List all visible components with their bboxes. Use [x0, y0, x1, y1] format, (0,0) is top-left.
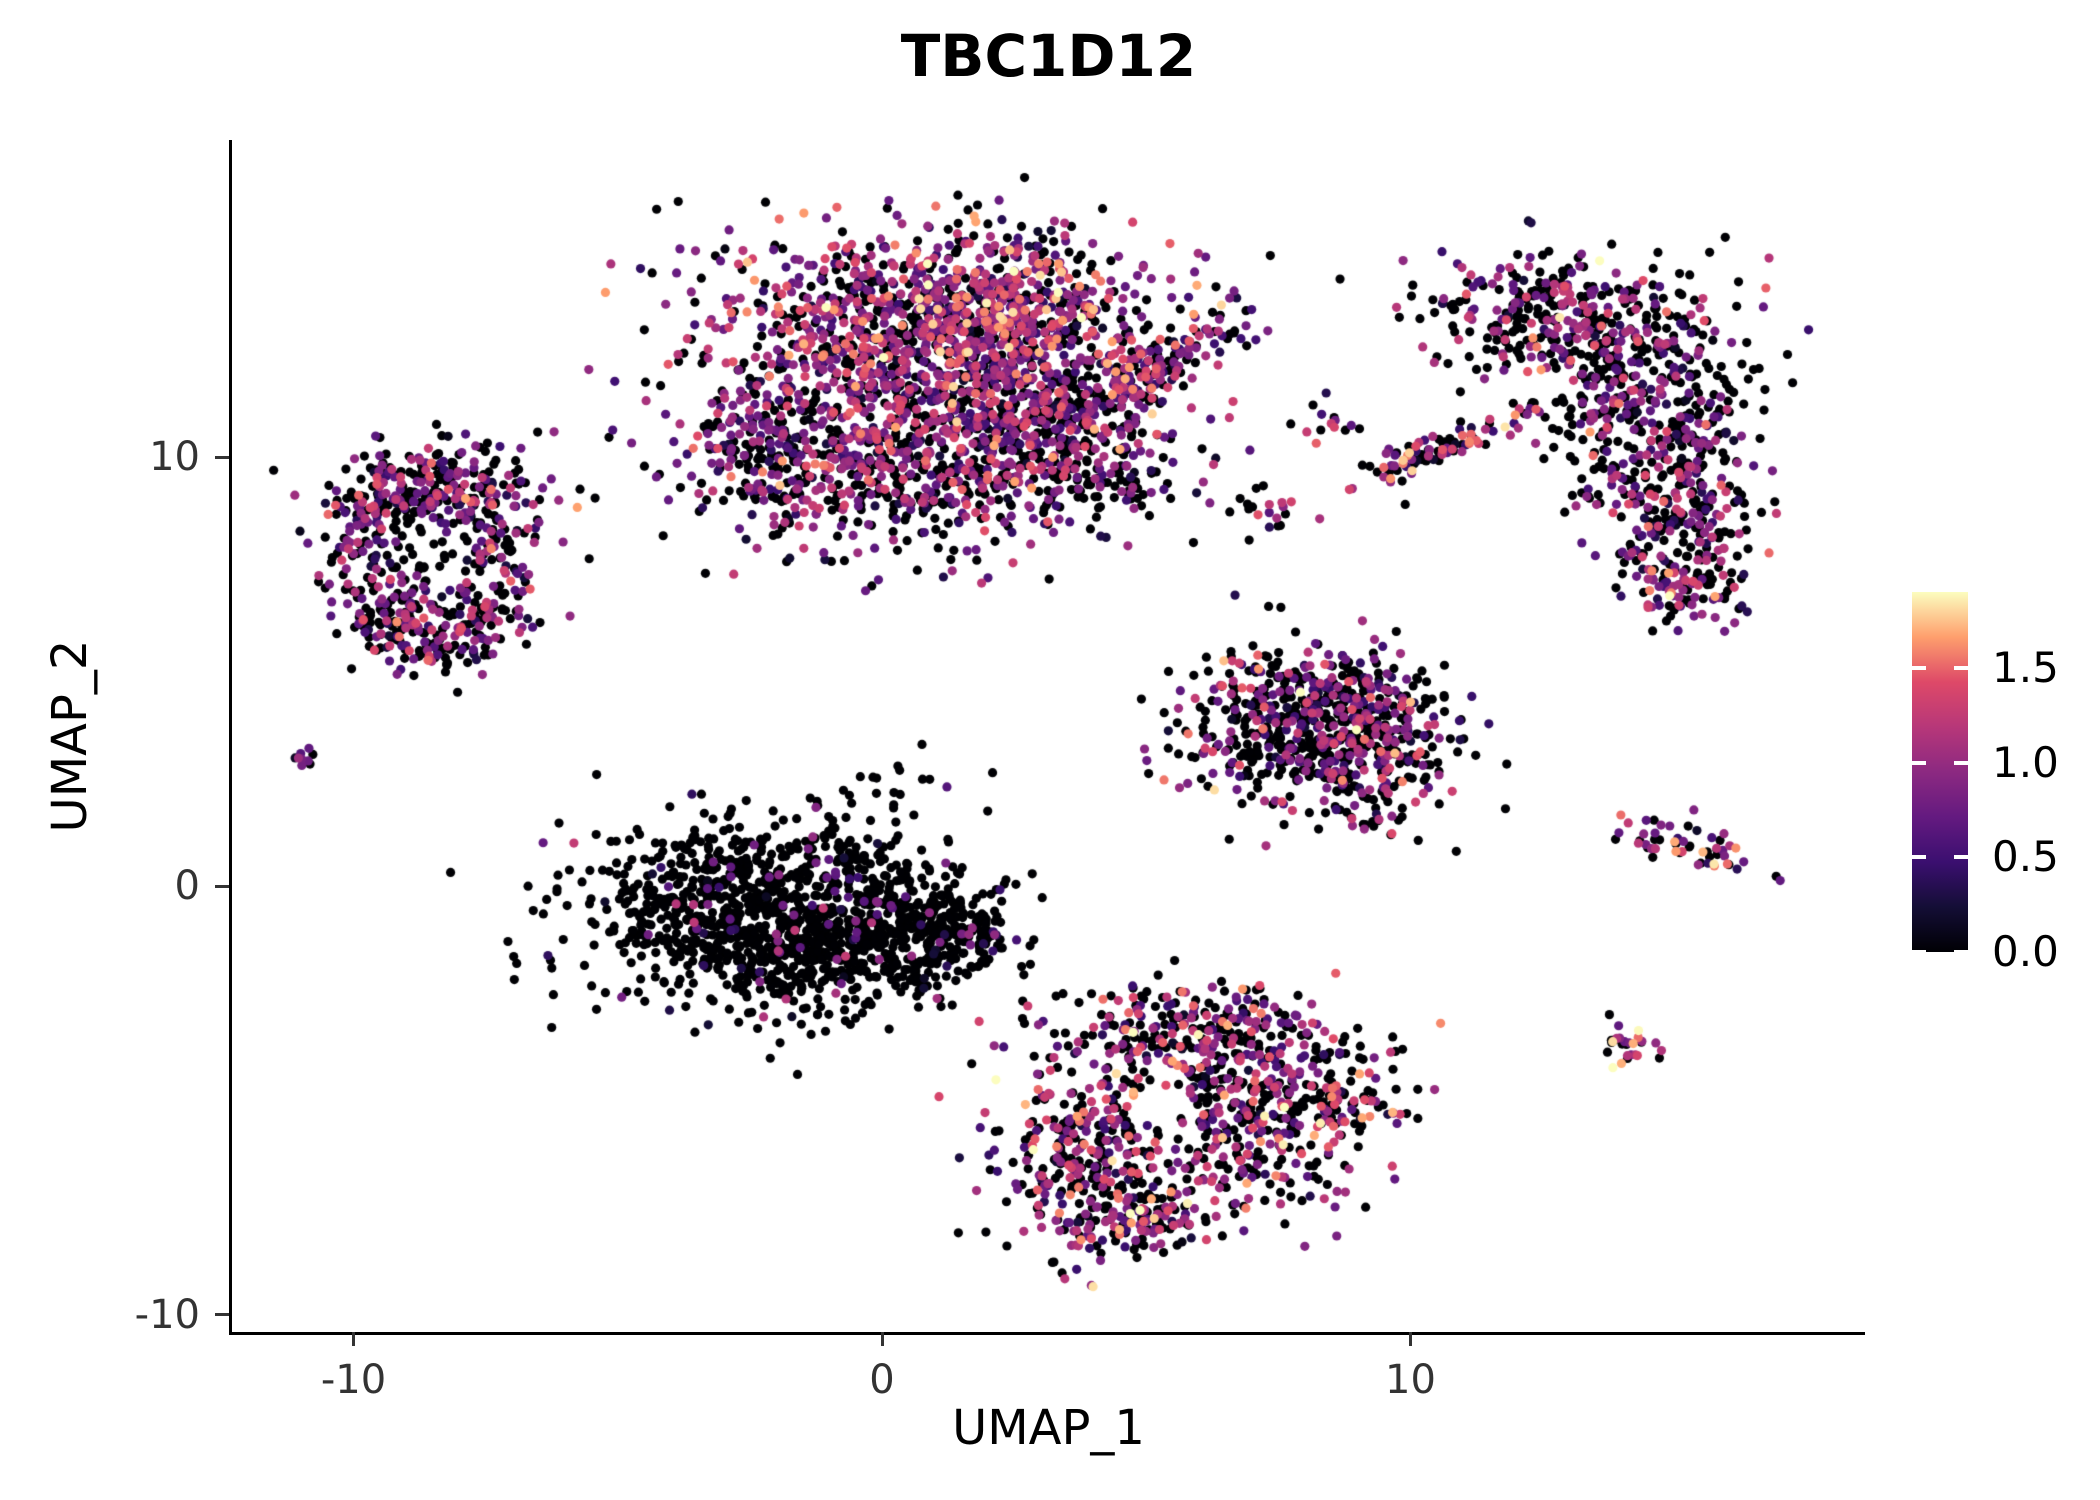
colorbar-tick — [1912, 665, 1926, 670]
y-tick-label: 0 — [174, 863, 200, 910]
colorbar-tick — [1912, 760, 1926, 765]
y-tick-mark — [215, 884, 229, 888]
y-axis-title: UMAP_2 — [42, 639, 98, 833]
y-tick-label: -10 — [134, 1291, 200, 1338]
colorbar-tick-label: 1.5 — [1992, 642, 2059, 692]
y-axis-line — [229, 140, 232, 1335]
x-tick-label: -10 — [320, 1357, 387, 1403]
colorbar-tick — [1954, 760, 1968, 765]
x-tick-label: 10 — [1385, 1357, 1436, 1403]
colorbar-tick-label: 0.5 — [1992, 832, 2059, 882]
colorbar-tick — [1912, 855, 1926, 860]
x-tick-mark — [880, 1332, 884, 1346]
x-tick-label: 0 — [869, 1357, 895, 1403]
colorbar-tick — [1912, 950, 1926, 954]
colorbar-tick — [1954, 950, 1968, 954]
colorbar-tick-label: 1.0 — [1992, 737, 2059, 787]
x-axis-line — [229, 1332, 1865, 1335]
plot-title: TBC1D12 — [900, 22, 1197, 90]
y-tick-label: 10 — [149, 434, 200, 481]
y-tick-mark — [215, 455, 229, 459]
y-tick-mark — [215, 1313, 229, 1317]
colorbar-tick — [1954, 665, 1968, 670]
x-tick-mark — [352, 1332, 356, 1346]
x-axis-title: UMAP_1 — [952, 1400, 1145, 1456]
colorbar-tick-label: 0.0 — [1992, 927, 2059, 976]
colorbar — [1912, 592, 1968, 952]
colorbar-tick — [1954, 855, 1968, 860]
x-tick-mark — [1409, 1332, 1412, 1346]
